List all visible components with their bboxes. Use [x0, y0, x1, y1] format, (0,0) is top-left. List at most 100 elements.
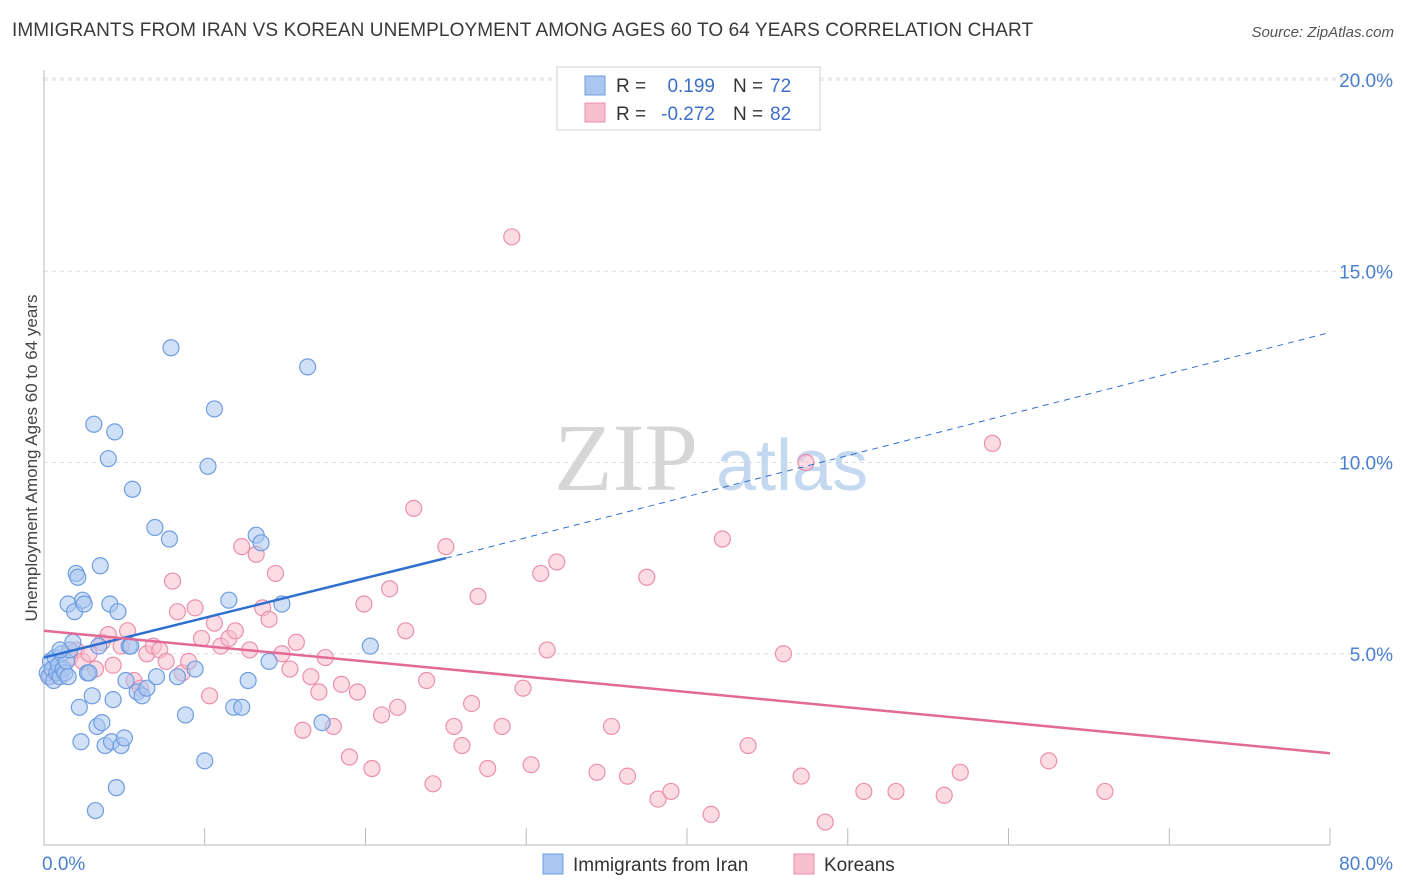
correlation-legend: R = 0.199 N = 72 R = -0.272 N = 82	[556, 66, 821, 131]
iran-point	[70, 698, 88, 716]
trend-lines	[43, 331, 1331, 755]
korean-point	[887, 782, 905, 801]
iran-point	[83, 687, 101, 705]
iran-point	[162, 339, 180, 357]
korean-point	[702, 805, 720, 824]
iran-point	[115, 729, 133, 747]
korean-point	[618, 767, 637, 785]
korean-point	[372, 706, 391, 724]
watermark-atlas: atlas	[716, 426, 868, 506]
korean-point	[266, 564, 285, 583]
korean-point	[493, 717, 511, 736]
korean-point	[381, 580, 399, 598]
korean-point	[424, 775, 442, 793]
x-tick-label-max: 80.0%	[1339, 854, 1393, 875]
iran-point	[91, 557, 109, 575]
iran-point	[93, 713, 111, 732]
iran-point	[313, 713, 331, 732]
korean-point	[302, 668, 320, 686]
iran-point	[361, 637, 379, 655]
korean-point	[588, 763, 606, 781]
korean-point	[462, 694, 481, 713]
y-tick-labels: 5.0% 10.0% 15.0% 20.0%	[1339, 71, 1393, 666]
legend-n-label-korean: N =	[733, 104, 763, 125]
iran-point	[86, 801, 105, 820]
series-legend: Immigrants from Iran Koreans	[542, 853, 895, 876]
korean-point	[538, 641, 556, 659]
korean-point	[855, 782, 873, 801]
legend-swatch-iran	[584, 75, 606, 96]
korean-point	[774, 645, 793, 663]
watermark: ZIP atlas	[554, 404, 868, 511]
iran-point	[69, 568, 87, 586]
korean-point	[1040, 752, 1058, 770]
iran-point	[160, 530, 178, 548]
korean-point	[417, 671, 436, 690]
iran-point	[233, 698, 251, 716]
iran-point	[104, 691, 122, 709]
korean-point	[405, 499, 423, 517]
korean-point	[186, 599, 204, 617]
korean-point	[532, 564, 550, 583]
y-axis-label: Unemployment Among Ages 60 to 64 years	[22, 295, 41, 622]
iran-point	[123, 480, 142, 498]
y-tick-label: 20.0%	[1339, 71, 1393, 92]
korean-point	[797, 453, 815, 472]
korean-point	[164, 572, 182, 590]
iran-point	[99, 450, 117, 468]
korean-point	[281, 660, 299, 678]
series-legend-label-iran: Immigrants from Iran	[573, 855, 748, 876]
iran-point	[299, 358, 317, 376]
korean-point	[983, 434, 1002, 452]
legend-r-value-iran: 0.199	[667, 76, 715, 97]
iran-point	[239, 671, 257, 690]
korean-point	[522, 756, 540, 774]
iran-point	[107, 779, 125, 797]
korean-point	[445, 717, 463, 736]
iran-point	[199, 457, 217, 475]
korean-point	[226, 622, 244, 640]
iran-point	[260, 652, 278, 671]
korean-point	[713, 530, 731, 548]
chart-source: Source: ZipAtlas.com	[1251, 24, 1394, 41]
korean-point	[397, 622, 415, 640]
series-legend-swatch-korean	[793, 853, 815, 875]
korean-point	[310, 683, 328, 701]
grid-lines	[44, 77, 1393, 655]
iran-points	[38, 339, 379, 820]
korean-point	[294, 721, 312, 739]
series-legend-swatch-iran	[542, 853, 564, 875]
iran-point	[85, 415, 103, 433]
legend-n-value-iran: 72	[770, 76, 791, 97]
iran-point	[186, 660, 204, 678]
korean-point	[104, 656, 122, 674]
korean-point	[739, 736, 757, 755]
chart-title: IMMIGRANTS FROM IRAN VS KOREAN UNEMPLOYM…	[12, 20, 1034, 41]
iran-point	[147, 668, 166, 686]
iran-point	[176, 706, 195, 724]
legend-n-value-korean: 82	[770, 104, 791, 125]
korean-point	[1096, 782, 1114, 801]
y-tick-label: 15.0%	[1339, 262, 1393, 283]
korean-point	[200, 687, 219, 705]
legend-r-label-korean: R =	[616, 104, 646, 125]
korean-point	[363, 759, 381, 778]
watermark-zip: ZIP	[554, 404, 698, 511]
korean-point	[332, 675, 350, 693]
korean-point	[503, 228, 521, 246]
series-legend-label-korean: Koreans	[824, 855, 895, 876]
korean-point	[816, 813, 834, 831]
korean-point	[469, 587, 487, 605]
korean-point	[514, 679, 532, 697]
iran-point	[72, 733, 90, 751]
korean-point	[287, 633, 305, 651]
iran-point	[117, 671, 135, 690]
legend-r-label-iran: R =	[616, 76, 646, 97]
korean-points	[41, 228, 1114, 831]
korean-trend-line	[43, 629, 1331, 755]
iran-point	[59, 668, 77, 686]
iran-point	[146, 518, 164, 537]
x-ticks	[43, 828, 1331, 845]
iran-point	[220, 591, 238, 609]
